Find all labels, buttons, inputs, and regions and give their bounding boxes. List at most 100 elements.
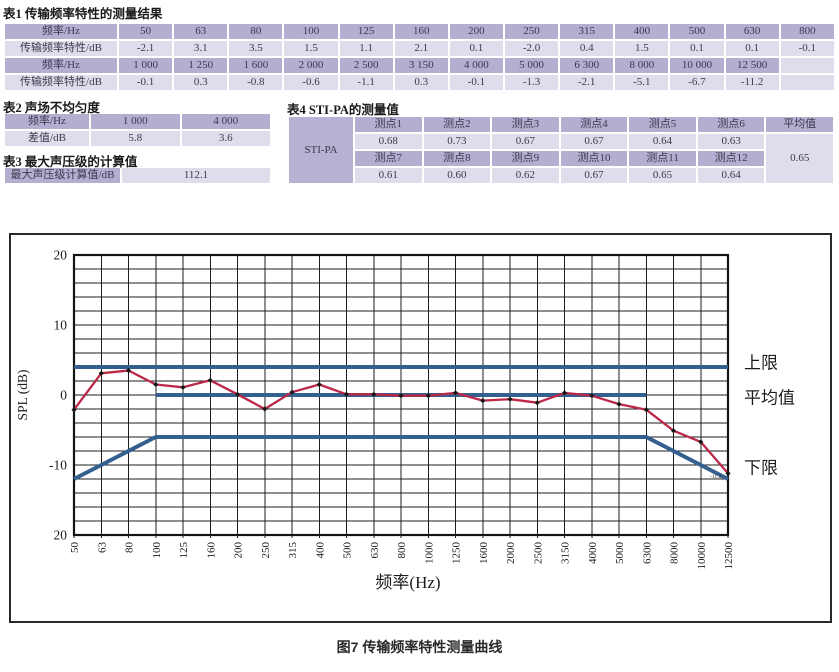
- table3-title: 表3 最大声压级的计算值: [3, 155, 138, 169]
- x-tick-label: 500: [342, 542, 354, 559]
- figure-frame: 20 10 0 -10 20 50 63 80 100 125 160 200 250 315 400 500…: [9, 233, 832, 623]
- table-cell: 0.1: [449, 41, 503, 56]
- table-cell: 6 300: [560, 58, 614, 73]
- table-cell: 3 150: [394, 58, 448, 73]
- table-cell: 630: [725, 24, 779, 39]
- table-cell: 315: [560, 24, 614, 39]
- x-tick-label: 50: [69, 542, 81, 554]
- table-cell: 测点10: [560, 151, 628, 166]
- x-tick-label: 1000: [423, 542, 435, 565]
- table-cell: 1 600: [229, 58, 283, 73]
- table-cell: 0.65: [766, 134, 833, 183]
- table-cell: 4 000: [449, 58, 503, 73]
- table-cell: [780, 58, 834, 73]
- x-tick-label: 200: [233, 542, 245, 559]
- data-point-marker: [616, 401, 622, 407]
- x-tick-label: 630: [369, 542, 381, 559]
- x-tick-label: 4000: [587, 542, 599, 565]
- table-cell: 0.60: [423, 168, 491, 183]
- table-row: 传输频率特性/dB -2.1 3.1 3.5 1.5 1.1 2.1 0.1 -2.0 0.4 1.…: [5, 41, 834, 56]
- x-tick-label: 80: [124, 542, 136, 554]
- end-point-label: -11.2: [710, 474, 722, 480]
- table-cell: 5 000: [504, 58, 559, 73]
- table-cell: 频率/Hz: [5, 58, 117, 73]
- table-cell: 频率/Hz: [5, 24, 117, 39]
- table4-title: 表4 STI-PA的测量值: [287, 103, 399, 117]
- x-tick-label: 400: [314, 542, 326, 559]
- data-point-marker: [643, 407, 649, 413]
- table-cell: 63: [174, 24, 228, 39]
- table-row: 频率/Hz 1 000 4 000: [5, 114, 270, 129]
- y-tick-label: 0: [60, 388, 67, 403]
- table-cell: 1 250: [174, 58, 228, 73]
- table-cell: -6.7: [670, 75, 724, 90]
- table-cell: 800: [780, 24, 834, 39]
- table-cell: -0.1: [449, 75, 503, 90]
- table-cell: 测点1: [355, 117, 422, 132]
- table-row: 差值/dB 5.8 3.6: [5, 131, 270, 146]
- table-cell: 传输频率特性/dB: [5, 41, 117, 56]
- data-point-marker: [480, 398, 486, 404]
- plot-border: [72, 253, 730, 537]
- figure-caption: 图7 传输频率特性测量曲线: [336, 639, 503, 655]
- table2-title: 表2 声场不均匀度: [3, 101, 100, 115]
- table-cell: -0.6: [284, 75, 338, 90]
- table-row: 传输频率特性/dB -0.1 0.3 -0.8 -0.6 -1.1 0.3 -0.1 -1.3-…: [5, 75, 834, 90]
- table-cell: 差值/dB: [5, 131, 89, 146]
- table-cell: 0.61: [355, 168, 422, 183]
- table-cell: -0.1: [119, 75, 173, 90]
- x-tick-label: 2000: [505, 542, 517, 565]
- table-cell: 5.8: [91, 131, 180, 146]
- x-tick-label: 125: [178, 542, 190, 559]
- x-tick-label: 5000: [614, 542, 626, 565]
- data-point-marker: [670, 428, 677, 434]
- data-point-marker: [262, 406, 268, 412]
- x-tick-label: 800: [396, 542, 408, 559]
- table-cell: -2.0: [504, 41, 559, 56]
- table-cell: 0.1: [725, 41, 779, 56]
- table-cell: 500: [670, 24, 724, 39]
- table-cell: 1 000: [119, 58, 173, 73]
- table-sti-pa: STI-PA 测点1 测点2 测点3 测点4 测点5 测点6 平均值 0.68 0.73 0.67 0…: [287, 115, 835, 185]
- table-cell: 0.68: [355, 134, 422, 149]
- table-cell: 测点8: [423, 151, 491, 166]
- table-row: 最大声压级计算值/dB 112.1: [5, 168, 270, 183]
- table-row: 0.68 0.73 0.67 0.67 0.64 0.63 0.65: [289, 134, 833, 183]
- x-tick-label: 1250: [451, 542, 463, 565]
- table-cell: 0.62: [492, 168, 559, 183]
- table-cell: 80: [229, 24, 283, 39]
- x-tick-label: 3150: [560, 542, 572, 565]
- x-tick-label: 10000: [696, 542, 708, 570]
- y-tick-label: 10: [54, 318, 68, 333]
- x-tick-label: 12500: [723, 542, 735, 570]
- table-cell: 0.64: [629, 134, 696, 149]
- limit-label: 平均值: [744, 389, 795, 408]
- table-cell: -1.3: [504, 75, 559, 90]
- table-cell: -1.1: [339, 75, 393, 90]
- table-cell: 0.1: [670, 41, 724, 56]
- table-cell: 100: [284, 24, 338, 39]
- table-cell: 400: [615, 24, 669, 39]
- table-cell: 测点4: [560, 117, 628, 132]
- table-cell: 0.3: [394, 75, 448, 90]
- table-cell: 0.3: [174, 75, 228, 90]
- table-frequency-response: 频率/Hz 50 63 80 100 125 160 200 250 315 400 500 630 80…: [3, 22, 836, 92]
- table-cell: 0.64: [697, 168, 765, 183]
- x-tick-label: 100: [151, 542, 163, 559]
- table1-title: 表1 传输频率特性的测量结果: [3, 7, 163, 21]
- table-cell: 0.4: [560, 41, 614, 56]
- table-cell: 0.67: [560, 168, 628, 183]
- data-point-marker: [153, 381, 159, 388]
- table-cell: 10 000: [670, 58, 724, 73]
- table-cell: 平均值: [766, 117, 833, 132]
- table-cell: 测点7: [355, 151, 422, 166]
- table-cell: 测点3: [492, 117, 559, 132]
- y-axis-title: SPL (dB): [15, 370, 30, 421]
- data-point-marker: [507, 396, 513, 402]
- table-cell: STI-PA: [289, 117, 353, 183]
- table-cell: [780, 75, 834, 90]
- data-point-marker: [98, 370, 104, 376]
- table-row: STI-PA 测点1 测点2 测点3 测点4 测点5 测点6 平均值: [289, 117, 833, 183]
- table-cell: 1 000: [91, 114, 180, 129]
